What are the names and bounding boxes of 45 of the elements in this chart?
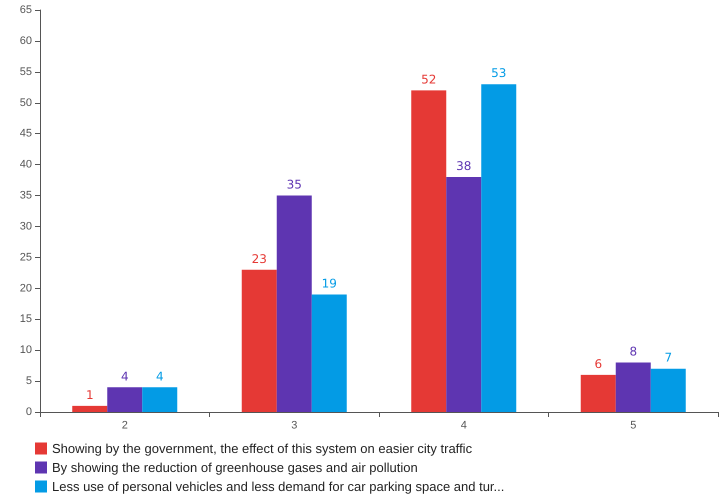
- y-tick-label: 40: [20, 158, 32, 171]
- data-label: 8: [629, 344, 638, 359]
- bar: [446, 176, 482, 412]
- y-tick-label: 10: [20, 344, 32, 356]
- data-label: 23: [252, 252, 267, 266]
- bar: [312, 294, 347, 412]
- y-tick-label: 45: [20, 128, 32, 140]
- x-tick-label: 2: [122, 420, 128, 432]
- legend-label: Showing by the government, the effect of this system on easier city traffic: [52, 441, 473, 456]
- bar: [580, 374, 616, 412]
- bar: [481, 84, 516, 412]
- data-label: 6: [594, 356, 602, 371]
- data-label: 19: [322, 276, 337, 290]
- x-tick-label: 5: [630, 420, 636, 432]
- bar: [242, 270, 277, 412]
- bar: [107, 387, 142, 412]
- y-tick-label: 0: [26, 406, 32, 418]
- y-tick-label: 35: [20, 190, 32, 202]
- y-tick-label: 30: [20, 220, 32, 232]
- bar: [276, 196, 312, 412]
- y-tick-label: 20: [20, 282, 32, 294]
- data-label: 35: [286, 178, 302, 192]
- data-label: 4: [120, 369, 129, 384]
- y-tick-label: 50: [20, 96, 32, 109]
- bar: [650, 368, 686, 412]
- bar: [142, 387, 178, 412]
- bar: [616, 362, 651, 412]
- data-label: 7: [664, 350, 672, 365]
- y-tick-label: 65: [20, 4, 32, 16]
- bar: [411, 90, 446, 412]
- y-tick-label: 55: [20, 66, 32, 78]
- data-label: 38: [456, 158, 472, 173]
- data-label: 52: [421, 72, 436, 86]
- bar: [72, 406, 108, 412]
- y-tick-label: 25: [20, 251, 32, 264]
- data-label: 53: [491, 66, 506, 80]
- x-tick-label: 4: [460, 420, 467, 432]
- data-label: 4: [156, 369, 164, 384]
- data-label: 1: [86, 388, 94, 402]
- legend-label: Less use of personal vehicles and less demand for car parking space and tur...: [52, 479, 504, 494]
- y-tick-label: 5: [26, 375, 32, 388]
- legend-label: By showing the reduction of greenhouse gases and air pollution: [52, 460, 418, 475]
- x-tick-label: 3: [291, 420, 298, 432]
- y-tick-label: 15: [20, 313, 32, 326]
- y-tick-label: 60: [20, 34, 32, 47]
